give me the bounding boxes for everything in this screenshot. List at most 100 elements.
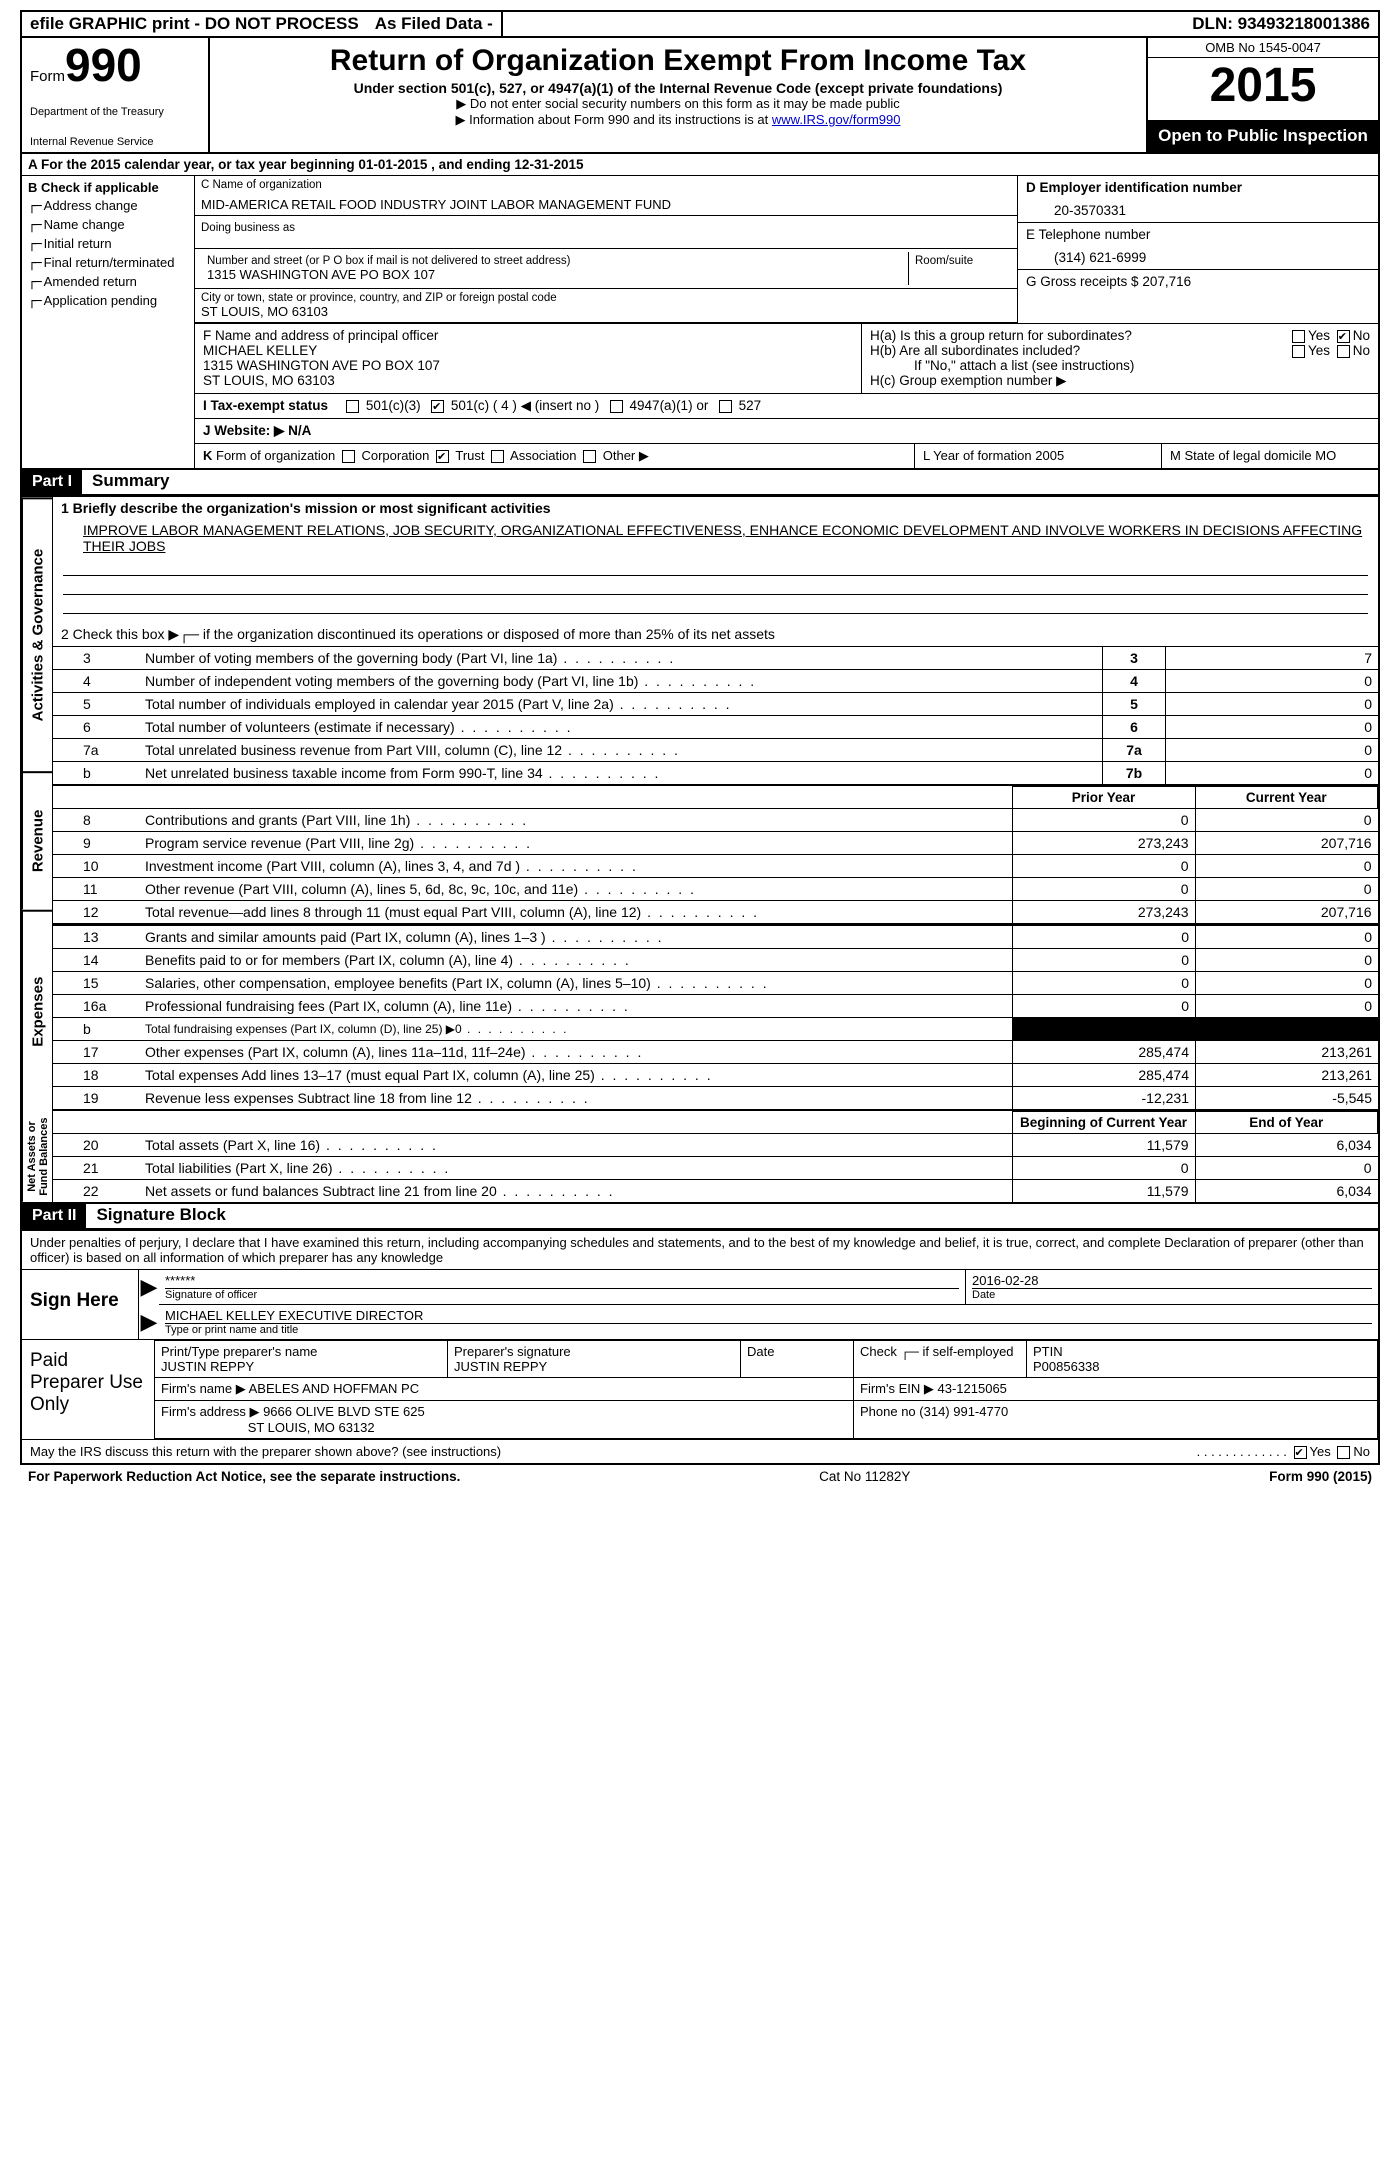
room-label: Room/suite [909, 252, 1011, 285]
sig-date-label: Date [972, 1288, 1372, 1301]
line-value: 0 [1166, 716, 1379, 739]
irs-link[interactable]: www.IRS.gov/form990 [772, 112, 901, 127]
line-number: 15 [53, 972, 139, 995]
h-b-note: If "No," attach a list (see instructions… [870, 358, 1370, 373]
line-box: 3 [1103, 647, 1166, 670]
current-value: 6,034 [1195, 1134, 1378, 1157]
current-value: 0 [1195, 878, 1378, 901]
entity-info-grid: B Check if applicable Address change Nam… [20, 176, 1380, 470]
part-ii-header: Part II [22, 1204, 86, 1228]
col-b-checkboxes: B Check if applicable Address change Nam… [22, 176, 195, 468]
signature-block: Under penalties of perjury, I declare th… [20, 1231, 1380, 1465]
prior-value: 273,243 [1012, 901, 1195, 924]
line-number: b [53, 762, 139, 785]
row-a-tax-year: A For the 2015 calendar year, or tax yea… [20, 154, 1380, 176]
footer-left: For Paperwork Reduction Act Notice, see … [28, 1469, 460, 1484]
city-value: ST LOUIS, MO 63103 [201, 304, 1011, 319]
sig-stars: ****** [165, 1273, 959, 1288]
summary-section: Activities & Governance Revenue Expenses… [20, 497, 1380, 1204]
prior-value: 0 [1013, 926, 1196, 949]
line-value: 0 [1166, 739, 1379, 762]
line-number: 3 [53, 647, 139, 670]
h-c: H(c) Group exemption number ▶ [870, 373, 1370, 389]
prep-sig-label: Preparer's signature [454, 1344, 734, 1359]
line-number: 7a [53, 739, 139, 762]
line-box: 6 [1103, 716, 1166, 739]
dln-value: 93493218001386 [1238, 14, 1370, 33]
cb-address-change[interactable]: Address change [28, 198, 188, 214]
line-box: 5 [1103, 693, 1166, 716]
top-bar: efile GRAPHIC print - DO NOT PROCESS As … [20, 10, 1380, 38]
line-number: 20 [53, 1134, 139, 1157]
cb-amended-return[interactable]: Amended return [28, 274, 188, 290]
firm-phone: (314) 991-4770 [919, 1404, 1008, 1419]
line-desc: Revenue less expenses Subtract line 18 f… [139, 1087, 1013, 1110]
preparer-table: Print/Type preparer's nameJUSTIN REPPY P… [154, 1340, 1378, 1439]
expenses-table: 13 Grants and similar amounts paid (Part… [53, 925, 1378, 1109]
sig-name: MICHAEL KELLEY EXECUTIVE DIRECTOR [165, 1308, 1372, 1323]
current-value: 213,261 [1196, 1064, 1379, 1087]
line-number: b [53, 1018, 139, 1041]
line-desc: Net assets or fund balances Subtract lin… [139, 1180, 1012, 1203]
line-number: 14 [53, 949, 139, 972]
footer-mid: Cat No 11282Y [819, 1469, 910, 1484]
current-value: 0 [1195, 1157, 1378, 1180]
line-desc: Other expenses (Part IX, column (A), lin… [139, 1041, 1013, 1064]
discuss-row: May the IRS discuss this return with the… [22, 1439, 1378, 1463]
current-value: -5,545 [1196, 1087, 1379, 1110]
as-filed-label: As Filed Data - [367, 12, 503, 36]
officer-name: MICHAEL KELLEY [203, 343, 853, 358]
org-name-label: C Name of organization [195, 176, 1017, 194]
line-desc: Professional fundraising fees (Part IX, … [139, 995, 1013, 1018]
line-desc: Salaries, other compensation, employee b… [139, 972, 1013, 995]
line-number: 10 [53, 855, 139, 878]
prep-ptin-label: PTIN [1033, 1344, 1371, 1359]
sig-officer-label: Signature of officer [165, 1288, 959, 1301]
row-m-state: M State of legal domicile MO [1161, 444, 1378, 468]
cb-name-change[interactable]: Name change [28, 217, 188, 233]
line-desc: Other revenue (Part VIII, column (A), li… [139, 878, 1012, 901]
cb-final-return[interactable]: Final return/terminated [28, 255, 188, 271]
h-a: H(a) Is this a group return for subordin… [870, 328, 1370, 343]
col-header: Prior Year [1012, 787, 1195, 809]
form-subtitle: Under section 501(c), 527, or 4947(a)(1)… [218, 80, 1138, 96]
line-number: 22 [53, 1180, 139, 1203]
form-number: 990 [65, 39, 142, 91]
col-header: Current Year [1195, 787, 1378, 809]
efile-label: efile GRAPHIC print - DO NOT PROCESS [22, 12, 367, 36]
row-k-form-org: K Form of organization Corporation Trust… [195, 444, 914, 468]
form-header: Form990 Department of the Treasury Inter… [20, 38, 1380, 154]
tab-net-assets: Net Assets or Fund Balances [22, 1111, 53, 1202]
current-value: 207,716 [1195, 832, 1378, 855]
line-value: 0 [1166, 670, 1379, 693]
prior-value: 11,579 [1012, 1134, 1195, 1157]
dln-label: DLN: [1192, 14, 1233, 33]
street-value: 1315 WASHINGTON AVE PO BOX 107 [207, 267, 902, 282]
line-desc: Total unrelated business revenue from Pa… [139, 739, 1103, 762]
prior-value: 0 [1013, 949, 1196, 972]
prep-sig: JUSTIN REPPY [454, 1359, 734, 1374]
part-i-title: Summary [82, 471, 169, 490]
row-l-year: L Year of formation 2005 [914, 444, 1161, 468]
line-number: 9 [53, 832, 139, 855]
line-desc: Number of independent voting members of … [139, 670, 1103, 693]
tax-year: 2015 [1148, 58, 1378, 120]
prior-value: -12,231 [1013, 1087, 1196, 1110]
prior-value: 11,579 [1012, 1180, 1195, 1203]
part-i-header: Part I [22, 470, 82, 494]
current-value: 0 [1196, 972, 1379, 995]
col-header: Beginning of Current Year [1012, 1112, 1195, 1134]
line-number: 5 [53, 693, 139, 716]
line-value: 0 [1166, 693, 1379, 716]
firm-ein: 43-1215065 [938, 1381, 1007, 1396]
line-desc: Total assets (Part X, line 16) [139, 1134, 1012, 1157]
line-desc: Total revenue—add lines 8 through 11 (mu… [139, 901, 1012, 924]
cb-initial-return[interactable]: Initial return [28, 236, 188, 252]
line-number: 4 [53, 670, 139, 693]
city-label: City or town, state or province, country… [201, 292, 1011, 304]
cb-application-pending[interactable]: Application pending [28, 293, 188, 309]
prior-value: 285,474 [1013, 1041, 1196, 1064]
current-value: 0 [1196, 926, 1379, 949]
dba-label: Doing business as [195, 215, 1017, 248]
prior-value: 0 [1012, 1157, 1195, 1180]
